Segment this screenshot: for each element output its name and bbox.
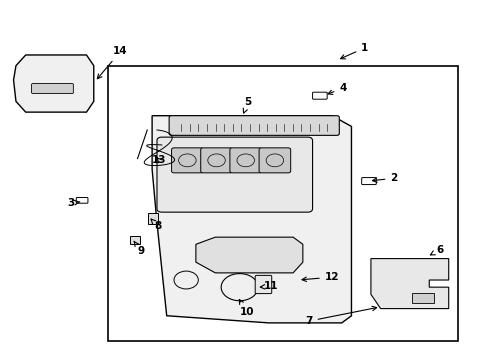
FancyBboxPatch shape — [312, 92, 326, 99]
Text: 7: 7 — [305, 306, 376, 326]
FancyBboxPatch shape — [255, 275, 271, 294]
Text: 6: 6 — [429, 245, 443, 255]
FancyBboxPatch shape — [169, 116, 339, 135]
FancyBboxPatch shape — [171, 148, 203, 173]
Text: 3: 3 — [67, 198, 80, 208]
PathPatch shape — [14, 55, 94, 112]
Text: 9: 9 — [134, 241, 144, 256]
FancyBboxPatch shape — [201, 148, 232, 173]
FancyBboxPatch shape — [361, 177, 375, 185]
Text: 8: 8 — [151, 219, 162, 231]
Bar — [108, 66, 458, 341]
Text: 10: 10 — [239, 300, 254, 317]
Bar — [148, 213, 158, 224]
FancyBboxPatch shape — [157, 137, 312, 212]
FancyBboxPatch shape — [229, 148, 261, 173]
PathPatch shape — [152, 116, 351, 323]
Text: 12: 12 — [302, 272, 339, 282]
FancyBboxPatch shape — [76, 198, 88, 203]
Text: 2: 2 — [372, 173, 397, 183]
Text: 1: 1 — [340, 43, 367, 59]
Bar — [411, 293, 433, 303]
PathPatch shape — [370, 258, 448, 309]
Text: 14: 14 — [97, 46, 127, 79]
FancyBboxPatch shape — [31, 84, 73, 94]
FancyBboxPatch shape — [259, 148, 290, 173]
Bar — [130, 237, 140, 244]
Text: 13: 13 — [152, 156, 166, 165]
Text: 11: 11 — [260, 282, 278, 292]
PathPatch shape — [196, 237, 302, 273]
Text: 5: 5 — [243, 97, 251, 113]
Text: 4: 4 — [327, 83, 346, 94]
